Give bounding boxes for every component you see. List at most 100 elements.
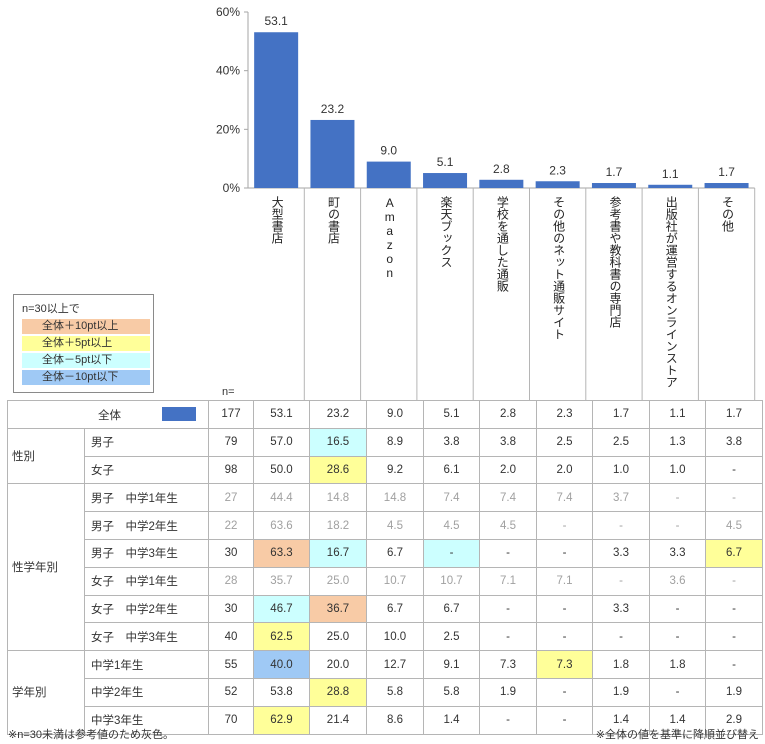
row-label: 男子 中学2年生	[84, 511, 209, 540]
value-cell: 46.7	[253, 594, 310, 624]
legend: n=30以上で 全体＋10pt以上 全体＋5pt以上 全体－5pt以下 全体－10pt…	[13, 294, 154, 393]
value-cell: -	[592, 622, 650, 652]
row-label: 男子 中学1年生	[84, 483, 209, 513]
value-cell: 62.5	[253, 622, 310, 652]
value-cell: 5.8	[423, 677, 480, 707]
value-cell: -	[536, 705, 593, 735]
value-cell: 18.2	[309, 511, 367, 540]
value-cell: 10.0	[366, 622, 424, 652]
category-label: 町の書店	[326, 196, 341, 244]
footnote-sort: ※全体の値を基準に降順並び替え	[595, 729, 759, 741]
value-cell: 2.0	[536, 455, 593, 485]
value-cell: 40.0	[253, 650, 310, 679]
total-label: 全体	[98, 410, 121, 422]
value-cell: 3.6	[649, 566, 706, 596]
value-cell: 10.7	[423, 566, 480, 596]
value-cell: 3.3	[592, 594, 650, 624]
value-cell: 63.6	[253, 511, 310, 540]
bar	[423, 173, 468, 188]
value-cell: 1.9	[479, 677, 537, 707]
value-cell: 2.5	[423, 622, 480, 652]
value-cell: 7.3	[536, 650, 593, 679]
value-cell: -	[592, 566, 650, 596]
total-marker	[162, 407, 196, 421]
bar-value-label: 53.1	[264, 14, 288, 28]
value-cell: 12.7	[366, 650, 424, 679]
category-label: 参考書や教科書の専門店	[607, 196, 622, 328]
value-cell: 6.7	[366, 594, 424, 624]
legend-item-label: 全体－5pt以下	[42, 354, 113, 366]
table-row: 中学2年生 52 53.8 28.8 5.8 5.8 1.9-1.9-1.9	[8, 677, 763, 707]
value-cell: 3.8	[423, 427, 480, 457]
value-cell: 1.1	[649, 400, 706, 429]
row-label: 中学1年生	[84, 650, 209, 679]
bar-value-label: 23.2	[321, 102, 345, 116]
legend-item: 全体＋5pt以上	[22, 336, 150, 351]
n-cell: 40	[208, 622, 254, 652]
group-label: 性別	[7, 427, 85, 485]
value-cell: 7.1	[479, 566, 537, 596]
value-cell: 6.7	[423, 594, 480, 624]
row-label: 男子 中学3年生	[84, 538, 209, 568]
value-cell: 7.3	[479, 650, 537, 679]
value-cell: 50.0	[253, 455, 310, 485]
value-cell: 28.6	[309, 455, 367, 485]
value-cell: 1.7	[705, 400, 763, 429]
value-cell: -	[536, 622, 593, 652]
legend-item-label: 全体＋10pt以上	[42, 320, 119, 332]
row-label: 女子	[84, 455, 209, 485]
value-cell: 28.8	[309, 677, 367, 707]
bar-value-label: 1.7	[718, 165, 735, 179]
table-row: 性別 男子 79 57.0 16.5 8.9 3.8 3.8 2.5 2.5 1.3 3.8	[7, 427, 763, 485]
n-cell: 27	[208, 483, 254, 513]
value-cell: 63.3	[253, 538, 310, 568]
value-cell: 5.1	[423, 400, 480, 429]
value-cell: 6.7	[705, 538, 763, 568]
value-cell: 4.5	[366, 511, 424, 540]
value-cell: 53.1	[253, 400, 310, 429]
bar	[535, 181, 580, 188]
crosstab-table: 全体 177 53.1 23.2 9.0 5.1 2.8 2.3 1.7 1.1 1.7 性別 男子 79…	[7, 400, 763, 735]
bar	[591, 183, 636, 188]
y-tick-label: 0%	[223, 181, 241, 195]
category-label: Amazon	[382, 196, 397, 280]
value-cell: -	[705, 594, 763, 624]
value-cell: -	[705, 483, 763, 513]
value-cell: 1.7	[592, 400, 650, 429]
legend-item-label: 全体－10pt以下	[42, 371, 119, 383]
value-cell: 1.8	[649, 650, 706, 679]
table-row: 女子 中学3年生 40 62.5 25.0 10.0 2.5- - - - -	[8, 622, 763, 652]
value-cell: -	[649, 483, 706, 513]
n-cell: 30	[208, 594, 254, 624]
value-cell: 25.0	[309, 566, 367, 596]
legend-item: 全体－5pt以下	[22, 353, 150, 368]
group-label: 性学年別	[7, 483, 85, 652]
table-row: 全体 177 53.1 23.2 9.0 5.1 2.8 2.3 1.7 1.1 1.7	[7, 400, 763, 429]
value-cell: 1.3	[649, 427, 706, 457]
value-cell: -	[536, 677, 593, 707]
category-label: 出版社が運営するオンラインストア	[664, 196, 679, 388]
total-label-cell: 全体	[7, 400, 209, 429]
n-header: n=	[222, 386, 235, 398]
legend-item: 全体＋10pt以上	[22, 319, 150, 334]
n-cell: 79	[208, 427, 254, 457]
n-cell: 55	[208, 650, 254, 679]
value-cell: 7.4	[479, 483, 537, 513]
value-cell: 1.0	[649, 455, 706, 485]
category-label: 大型書店	[270, 196, 285, 244]
bar-value-label: 5.1	[437, 155, 454, 169]
n-cell: 30	[208, 538, 254, 568]
bar	[310, 119, 355, 188]
value-cell: 2.5	[592, 427, 650, 457]
value-cell: -	[479, 622, 537, 652]
n-cell: 22	[208, 511, 254, 540]
n-cell: 98	[208, 455, 254, 485]
value-cell: 7.4	[423, 483, 480, 513]
value-cell: 44.4	[253, 483, 310, 513]
table-row: 女子 98 50.0 28.6 9.2 6.1 2.0 2.0 1.0 1.0-	[8, 455, 763, 485]
bar	[254, 32, 299, 188]
value-cell: -	[479, 594, 537, 624]
value-cell: 57.0	[253, 427, 310, 457]
n-cell: 70	[208, 705, 254, 735]
value-cell: 2.3	[536, 400, 593, 429]
